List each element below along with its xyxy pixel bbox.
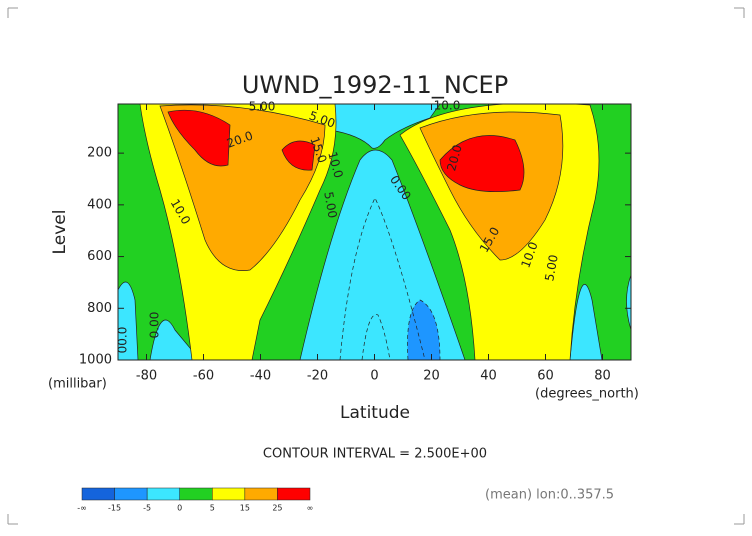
contour-label: 00.0: [116, 327, 130, 354]
contour-label: 10.0: [325, 150, 345, 179]
x-tick-label: 20: [423, 369, 440, 384]
y-tick-label: 800: [87, 301, 112, 316]
colorbar-label: 5: [210, 504, 215, 513]
colorbar-cell: [277, 487, 311, 501]
colorbar-label: 0: [177, 504, 182, 513]
colorbar-cell: [146, 487, 180, 501]
y-tick-label: 400: [87, 197, 112, 212]
x-tick-label: -20: [307, 369, 328, 384]
colorbar-cell: [244, 487, 278, 501]
colorbar-cell: [179, 487, 213, 501]
y-tick-label: 600: [87, 249, 112, 264]
y-unit: (millibar): [48, 377, 107, 392]
x-tick-label: 60: [537, 369, 554, 384]
footer-note: (mean) lon:0..357.5: [485, 488, 614, 503]
contour-label: 0.00: [148, 312, 162, 339]
colorbar-label: -15: [108, 504, 121, 513]
y-axis-label: Level: [50, 210, 70, 255]
x-unit: (degrees_north): [535, 387, 639, 402]
chart-title: UWND_1992-11_NCEP: [242, 71, 508, 99]
contour-label: 5.00: [542, 254, 560, 283]
colorbar-label: 25: [272, 504, 282, 513]
contour-label: 5.00: [321, 191, 339, 220]
contour-interval: CONTOUR INTERVAL = 2.500E+00: [263, 447, 487, 462]
x-tick-label: -80: [136, 369, 157, 384]
x-tick-label: 80: [594, 369, 611, 384]
contour-label: 5.00: [249, 100, 276, 114]
colorbar-label: -∞: [77, 504, 87, 513]
colorbar-cell: [212, 487, 246, 501]
colorbar-cell: [114, 487, 148, 501]
x-tick-label: -60: [193, 369, 214, 384]
colorbar-label: 15: [240, 504, 250, 513]
contour-label: 20.0: [444, 143, 464, 172]
y-tick-label: 1000: [79, 353, 112, 368]
x-tick-label: 40: [480, 369, 497, 384]
colorbar-label: -5: [143, 504, 151, 513]
contour-fill: [118, 104, 631, 360]
contour-label: 10.0: [434, 99, 461, 113]
x-tick-label: -40: [250, 369, 271, 384]
colorbar-cell: [81, 487, 115, 501]
x-axis-label: Latitude: [340, 403, 410, 423]
y-tick-label: 200: [87, 146, 112, 161]
colorbar-label: ∞: [307, 504, 314, 513]
x-tick-label: 0: [370, 369, 378, 384]
corner-marks: [7, 7, 745, 525]
